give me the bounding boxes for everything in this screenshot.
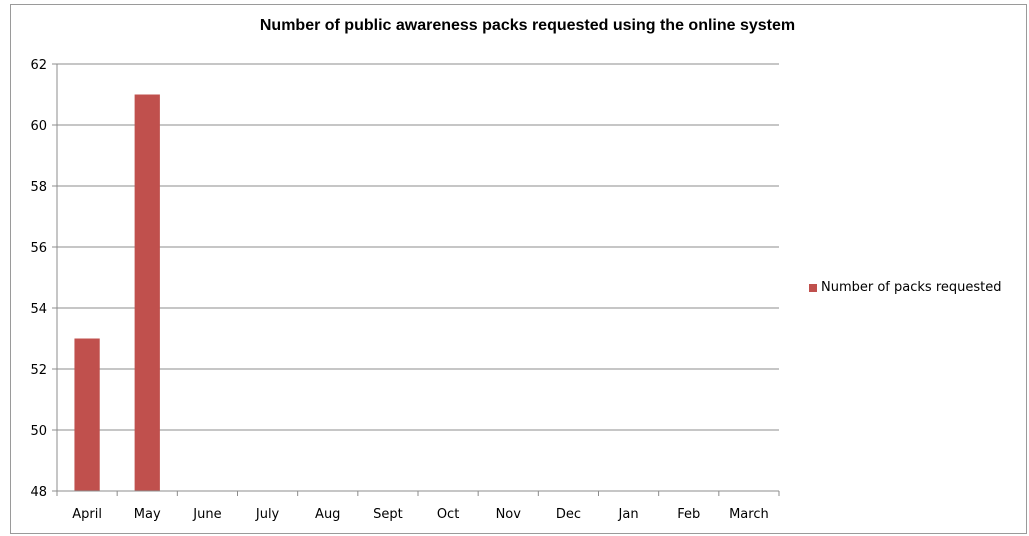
x-tick-label: Feb — [677, 507, 700, 522]
x-tick-label: July — [255, 507, 280, 522]
y-tick-label: 58 — [30, 180, 47, 195]
x-tick-label: Jan — [618, 507, 639, 522]
x-tick-label: Dec — [556, 507, 581, 522]
bar — [74, 338, 100, 491]
legend: Number of packs requested — [809, 280, 1001, 295]
x-tick-label: June — [192, 507, 221, 522]
x-tick-label: May — [134, 507, 161, 522]
x-tick-label: Oct — [437, 507, 459, 522]
y-tick-label: 50 — [30, 424, 47, 439]
y-tick-label: 60 — [30, 119, 47, 134]
x-tick-label: Sept — [373, 507, 403, 522]
y-tick-label: 52 — [30, 363, 47, 378]
y-tick-label: 56 — [30, 241, 47, 256]
y-tick-label: 48 — [30, 485, 47, 500]
legend-swatch — [809, 283, 817, 292]
x-tick-label: April — [72, 507, 102, 522]
y-tick-label: 54 — [30, 302, 47, 317]
x-tick-label: Nov — [496, 507, 522, 522]
chart-frame — [10, 4, 1027, 534]
chart-title: Number of public awareness packs request… — [259, 17, 796, 34]
legend-label: Number of packs requested — [821, 280, 1002, 295]
x-tick-label: Aug — [315, 507, 340, 522]
x-tick-label: March — [729, 507, 769, 522]
bar — [134, 94, 160, 491]
y-tick-label: 62 — [30, 58, 47, 73]
